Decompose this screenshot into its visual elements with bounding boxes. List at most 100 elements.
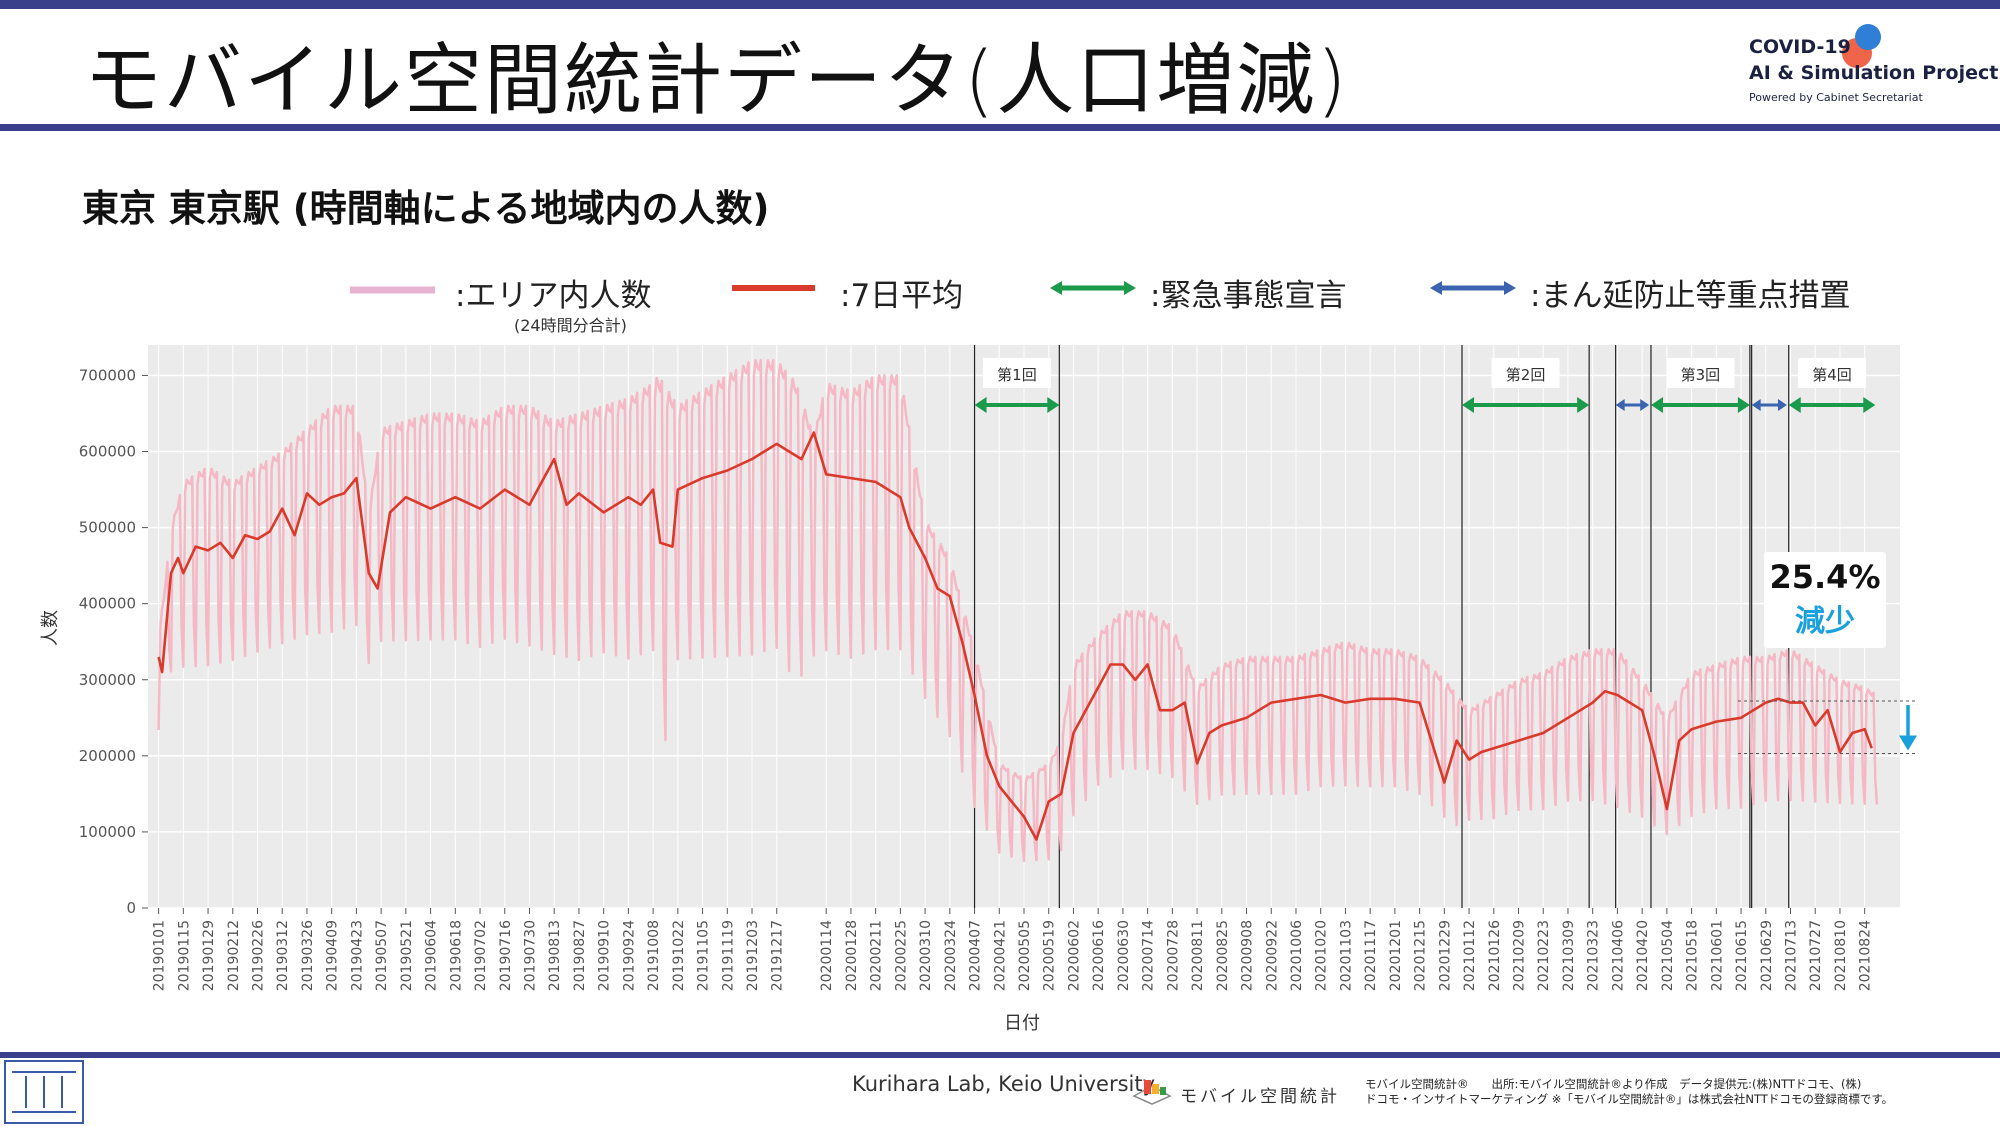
x-tick-label: 20200407: [968, 920, 984, 991]
x-tick-label: 20190115: [176, 920, 192, 991]
logo-line-1: COVID-19: [1749, 36, 1851, 58]
y-axis-label: 人数: [40, 610, 61, 646]
legend-semi-swatch: [1430, 281, 1516, 295]
x-tick-label: 20191022: [671, 920, 687, 991]
period-markers: 第1回 第2回 第3回 第4回: [973, 345, 1876, 908]
period-arrow-head-left: [1615, 399, 1625, 411]
daily-line: [157, 358, 1879, 863]
x-tick-label: 20200630: [1116, 920, 1132, 991]
period-label-box: [1798, 358, 1867, 388]
x-tick-label: 20210713: [1784, 920, 1800, 991]
x-tick-label: 20191119: [720, 920, 736, 991]
x-tick-label: 20190716: [498, 920, 514, 991]
y-tick-label: 300000: [79, 671, 136, 689]
x-tick-label: 20210126: [1487, 920, 1503, 991]
x-tick-label: 20190730: [522, 920, 538, 991]
x-tick-label: 20200908: [1240, 920, 1256, 991]
x-tick-label: 20200714: [1141, 920, 1157, 991]
period-arrow-head-right: [1863, 397, 1876, 413]
period-arrow-head-left: [974, 397, 987, 413]
change-callout: 25.4% 減少: [1764, 552, 1886, 648]
x-tick-label: 20201006: [1289, 920, 1305, 991]
x-tick-label: 20190226: [251, 920, 267, 991]
x-tick-label: 20210810: [1833, 920, 1849, 991]
x-tick-label: 20190101: [152, 920, 168, 991]
x-tick-label: 20210223: [1536, 920, 1552, 991]
legend-daily-sublabel: (24時間分合計): [514, 316, 627, 335]
x-tick-label: 20210615: [1734, 920, 1750, 991]
x-tick-label: 20201201: [1388, 920, 1404, 991]
x-tick-label: 20200421: [992, 920, 1008, 991]
period-label: 第1回: [997, 366, 1037, 384]
x-tick-label: 20200310: [918, 920, 934, 991]
y-tick-label: 500000: [79, 519, 136, 537]
chart-plot: 第1回 第2回 第3回 第4回 0 100000 200000 300000 400000 50…: [40, 345, 1918, 1034]
x-tick-label: 20191008: [646, 920, 662, 991]
x-tick-label: 20200616: [1091, 920, 1107, 991]
x-tick-label: 20210309: [1561, 920, 1577, 991]
x-tick-label: 20190129: [201, 920, 217, 991]
footer-note-line-1: モバイル空間統計® 出所:モバイル空間統計®より作成 データ提供元:(株)NTT…: [1365, 1077, 1862, 1091]
period-arrow-head-left: [1650, 397, 1663, 413]
x-tick-label: 20190924: [621, 920, 637, 991]
x-tick-label: 20210629: [1759, 920, 1775, 991]
footer-brand: モバイル空間統計: [1180, 1087, 1340, 1107]
period-label: 第3回: [1681, 366, 1721, 384]
legend-emergency-swatch: [1050, 281, 1136, 295]
x-tick-label: 20200728: [1165, 920, 1181, 991]
period-arrow-head-right: [1777, 399, 1787, 411]
x-tick-label: 20200825: [1215, 920, 1231, 991]
period-label: 第4回: [1812, 366, 1852, 384]
y-tick-label: 700000: [79, 366, 136, 384]
legend-avg-label: :7日平均: [840, 278, 964, 314]
series-daily: [157, 358, 1879, 863]
x-axis-label: 日付: [1004, 1013, 1040, 1034]
x-tick-label: 20210518: [1685, 920, 1701, 991]
x-tick-label: 20201020: [1314, 920, 1330, 991]
lab-logo: [4, 1060, 84, 1124]
page-title: モバイル空間統計データ(人口増減): [84, 36, 1349, 126]
avg-line: [157, 431, 1873, 841]
decrease-arrow-head: [1899, 735, 1917, 751]
logo-line-2: AI & Simulation Project: [1749, 62, 1999, 84]
x-tick-label: 20190702: [473, 920, 489, 991]
period-arrow-head-left: [1751, 399, 1761, 411]
legend-daily-label: :エリア内人数: [455, 278, 652, 314]
x-tick-label: 20190507: [374, 920, 390, 991]
period-label-box: [982, 358, 1051, 388]
x-tick-label: 20200811: [1190, 920, 1206, 991]
top-accent-bar: [0, 0, 2000, 9]
x-tick-label: 20190326: [300, 920, 316, 991]
x-tick-label: 20200128: [844, 920, 860, 991]
period-arrow-head-right: [1577, 397, 1590, 413]
x-tick-label: 20190521: [399, 920, 415, 991]
y-tick-label: 400000: [79, 595, 136, 613]
x-tick-label: 20190604: [424, 920, 440, 991]
x-tick-label: 20190423: [349, 920, 365, 991]
x-tick-label: 20200922: [1264, 920, 1280, 991]
y-tick-label: 0: [126, 899, 136, 917]
y-tick-label: 200000: [79, 747, 136, 765]
x-tick-label: 20210824: [1858, 920, 1874, 991]
logo-circle-blue: [1855, 24, 1881, 50]
x-tick-label: 20210209: [1512, 920, 1528, 991]
x-tick-label: 20190312: [275, 920, 291, 991]
x-tick-label: 20190618: [448, 920, 464, 991]
series-avg: [157, 431, 1873, 841]
x-tick-label: 20210601: [1709, 920, 1725, 991]
x-tick-label: 20200324: [943, 920, 959, 991]
x-tick-label: 20190910: [597, 920, 613, 991]
period-label-box: [1491, 358, 1560, 388]
period-arrow-head-right: [1737, 397, 1750, 413]
x-tick-label: 20190827: [572, 920, 588, 991]
x-tick-label: 20210504: [1660, 920, 1676, 991]
y-axis: 0 100000 200000 300000 400000 500000 600000 700…: [79, 366, 148, 917]
x-tick-label: 20201117: [1363, 920, 1379, 991]
footer-note: モバイル空間統計® 出所:モバイル空間統計®より作成 データ提供元:(株)NTT…: [1365, 1077, 1893, 1107]
x-tick-label: 20210323: [1586, 920, 1602, 991]
x-tick-label: 20210727: [1808, 920, 1824, 991]
x-tick-label: 20200211: [869, 920, 885, 991]
x-tick-label: 20210406: [1610, 920, 1626, 991]
change-label: 減少: [1795, 604, 1855, 639]
x-tick-label: 20210420: [1635, 920, 1651, 991]
